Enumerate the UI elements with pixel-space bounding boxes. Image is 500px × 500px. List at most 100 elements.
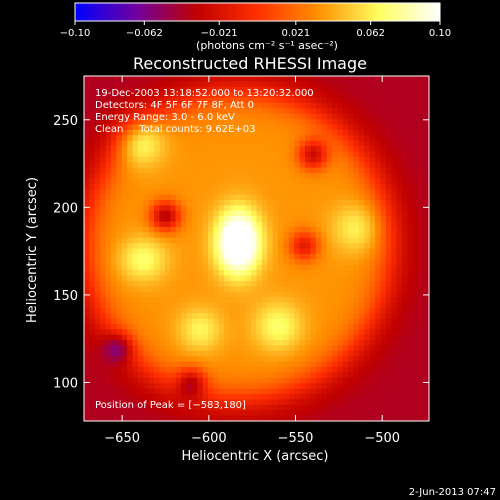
heatmap-cell — [224, 399, 230, 406]
heatmap-cell — [224, 189, 230, 195]
heatmap-cell — [294, 108, 301, 115]
heatmap-cell — [326, 270, 333, 276]
heatmap-cell — [170, 313, 177, 319]
heatmap-cell — [229, 367, 236, 373]
heatmap-cell — [256, 410, 263, 417]
heatmap-cell — [154, 183, 160, 190]
heatmap-cell — [385, 140, 392, 147]
heatmap-cell — [423, 232, 430, 239]
heatmap-cell — [385, 183, 392, 190]
heatmap-cell — [218, 388, 225, 395]
heatmap-cell — [288, 361, 295, 368]
heatmap-cell — [132, 248, 139, 255]
heatmap-cell — [218, 334, 225, 341]
heatmap-cell — [353, 280, 360, 287]
heatmap-cell — [331, 291, 338, 298]
heatmap-cell — [375, 377, 381, 384]
heatmap-cell — [84, 286, 90, 293]
heatmap-cell — [418, 286, 425, 293]
heatmap-cell — [100, 178, 106, 185]
heatmap-cell — [423, 394, 430, 400]
heatmap-cell — [402, 232, 408, 239]
heatmap-cell — [197, 280, 203, 287]
heatmap-cell — [229, 81, 236, 88]
heatmap-cell — [396, 119, 403, 125]
heatmap-cell — [137, 291, 144, 298]
heatmap-cell — [375, 221, 381, 228]
heatmap-cell — [229, 140, 236, 147]
heatmap-cell — [137, 146, 144, 152]
heatmap-cell — [418, 361, 425, 368]
heatmap-cell — [402, 259, 408, 266]
heatmap-cell — [331, 318, 338, 325]
heatmap-cell — [218, 210, 225, 217]
heatmap-cell — [105, 404, 112, 411]
heatmap-cell — [148, 92, 155, 98]
heatmap-cell — [407, 162, 414, 169]
heatmap-cell — [256, 237, 263, 244]
heatmap-cell — [186, 361, 193, 368]
heatmap-cell — [288, 140, 295, 147]
heatmap-cell — [245, 237, 252, 244]
heatmap-cell — [364, 334, 371, 341]
heatmap-cell — [251, 151, 257, 158]
heatmap-cell — [251, 334, 257, 341]
heatmap-cell — [240, 81, 247, 88]
heatmap-cell — [154, 270, 160, 276]
heatmap-cell — [94, 216, 101, 222]
heatmap-cell — [278, 291, 284, 298]
heatmap-cell — [364, 383, 371, 390]
heatmap-cell — [321, 173, 327, 179]
heatmap-cell — [385, 226, 392, 233]
heatmap-cell — [175, 313, 182, 319]
heatmap-cell — [278, 129, 284, 136]
heatmap-cell — [186, 394, 193, 400]
heatmap-cell — [369, 81, 376, 88]
heatmap-cell — [234, 399, 241, 406]
heatmap-cell — [385, 302, 392, 309]
heatmap-cell — [375, 329, 381, 336]
heatmap-cell — [116, 189, 123, 195]
heatmap-cell — [326, 173, 333, 179]
heatmap-cell — [229, 146, 236, 152]
heatmap-cell — [299, 124, 306, 131]
heatmap-cell — [407, 92, 414, 98]
heatmap-cell — [154, 232, 160, 239]
heatmap-cell — [283, 361, 290, 368]
heatmap-cell — [326, 194, 333, 201]
heatmap-cell — [197, 345, 203, 352]
heatmap-cell — [342, 221, 349, 228]
heatmap-cell — [137, 340, 144, 346]
heatmap-cell — [213, 340, 220, 346]
heatmap-cell — [423, 81, 430, 88]
heatmap-cell — [331, 248, 338, 255]
heatmap-cell — [391, 102, 398, 109]
heatmap-cell — [84, 178, 90, 185]
heatmap-cell — [375, 415, 381, 422]
heatmap-cell — [137, 356, 144, 363]
heatmap-cell — [348, 399, 354, 406]
heatmap-cell — [396, 189, 403, 195]
heatmap-cell — [315, 377, 322, 384]
heatmap-cell — [110, 345, 117, 352]
heatmap-cell — [358, 259, 365, 266]
heatmap-cell — [310, 102, 317, 109]
heatmap-cell — [159, 361, 166, 368]
heatmap-cell — [224, 329, 230, 336]
heatmap-cell — [202, 237, 209, 244]
heatmap-cell — [331, 113, 338, 120]
heatmap-cell — [283, 92, 290, 98]
heatmap-cell — [391, 313, 398, 319]
heatmap-cell — [159, 345, 166, 352]
heatmap-cell — [154, 86, 160, 93]
heatmap-cell — [148, 183, 155, 190]
heatmap-cell — [331, 259, 338, 266]
heatmap-cell — [256, 167, 263, 174]
heatmap-cell — [234, 388, 241, 395]
heatmap-cell — [369, 140, 376, 147]
heatmap-cell — [245, 243, 252, 249]
heatmap-cell — [84, 102, 90, 109]
heatmap-cell — [159, 151, 166, 158]
heatmap-cell — [423, 86, 430, 93]
heatmap-cell — [375, 232, 381, 239]
